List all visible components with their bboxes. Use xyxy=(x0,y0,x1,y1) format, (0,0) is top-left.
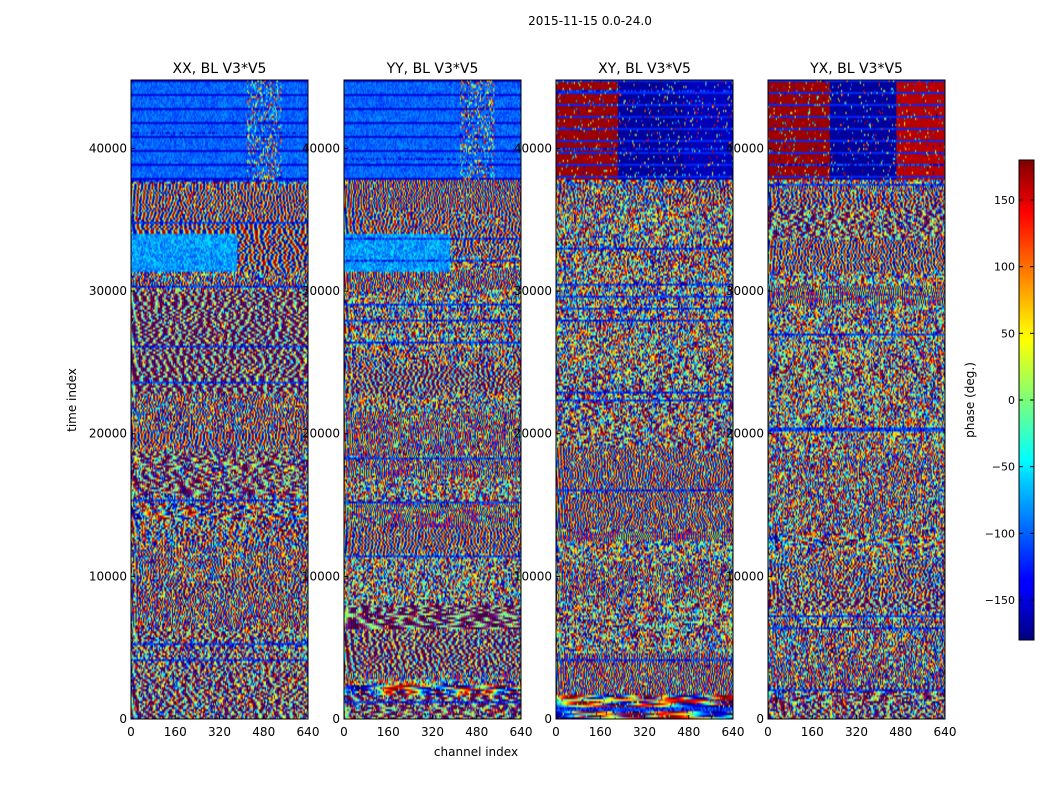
x-tick-label: 0 xyxy=(340,725,348,739)
x-tick-label: 480 xyxy=(889,725,912,739)
y-tick-label: 20000 xyxy=(89,427,127,441)
heatmap-panel-2: YY, BL V3*V5 0 160 320 480 640 0 10000 20000 3000… xyxy=(302,61,533,739)
y-tick-label: 40000 xyxy=(302,141,340,155)
colorbar: 150 100 50 0 −50 −100 −150 xyxy=(985,159,1035,641)
x-tick-label: 480 xyxy=(465,725,488,739)
y-tick-label: 20000 xyxy=(302,427,340,441)
panel-title: XY, BL V3*V5 xyxy=(598,61,691,77)
y-tick-label: 40000 xyxy=(726,141,764,155)
x-tick-label: 320 xyxy=(208,725,231,739)
colorbar-tick-label: −50 xyxy=(992,461,1015,474)
heatmap-image xyxy=(556,80,733,719)
x-tick-label: 480 xyxy=(677,725,700,739)
figure-suptitle: 2015-11-15 0.0-24.0 xyxy=(528,14,652,28)
x-tick-label: 640 xyxy=(934,725,957,739)
panels-group: XX, BL V3*V5 0 160 320 480 640 0 10000 20000 3000… xyxy=(89,61,957,739)
panel-title: YY, BL V3*V5 xyxy=(386,61,479,77)
x-tick-label: 320 xyxy=(633,725,656,739)
x-tick-label: 160 xyxy=(164,725,187,739)
x-tick-label: 0 xyxy=(127,725,135,739)
y-axis-label: time index xyxy=(65,368,79,432)
y-tick-label: 30000 xyxy=(514,284,552,298)
heatmap-image xyxy=(344,80,521,719)
y-tick-label: 10000 xyxy=(726,569,764,583)
y-tick-label: 10000 xyxy=(302,569,340,583)
x-tick-label: 640 xyxy=(722,725,745,739)
colorbar-tick-label: −100 xyxy=(985,527,1015,540)
colorbar-tick-label: 100 xyxy=(994,261,1015,274)
x-tick-label: 160 xyxy=(801,725,824,739)
y-tick-label: 20000 xyxy=(514,427,552,441)
panel-title: YX, BL V3*V5 xyxy=(809,61,903,77)
y-tick-label: 40000 xyxy=(89,141,127,155)
x-tick-label: 0 xyxy=(552,725,560,739)
y-tick-label: 20000 xyxy=(726,427,764,441)
colorbar-tick-label: 0 xyxy=(1008,394,1015,407)
y-tick-label: 30000 xyxy=(89,284,127,298)
y-tick-label: 0 xyxy=(119,712,127,726)
x-tick-label: 160 xyxy=(377,725,400,739)
heatmap-panel-1: XX, BL V3*V5 0 160 320 480 640 0 10000 20000 3000… xyxy=(89,61,320,739)
x-tick-label: 480 xyxy=(252,725,275,739)
y-tick-label: 0 xyxy=(544,712,552,726)
x-tick-label: 0 xyxy=(764,725,772,739)
y-tick-label: 10000 xyxy=(89,569,127,583)
y-tick-label: 40000 xyxy=(514,141,552,155)
y-tick-label: 0 xyxy=(756,712,764,726)
x-tick-label: 160 xyxy=(589,725,612,739)
colorbar-tick-label: 50 xyxy=(1001,327,1015,340)
y-tick-label: 30000 xyxy=(302,284,340,298)
x-tick-label: 640 xyxy=(510,725,533,739)
heatmap-image xyxy=(768,80,945,719)
y-tick-label: 30000 xyxy=(726,284,764,298)
panel-title: XX, BL V3*V5 xyxy=(173,61,267,77)
x-tick-label: 640 xyxy=(297,725,320,739)
colorbar-label: phase (deg.) xyxy=(963,362,977,438)
y-tick-label: 0 xyxy=(332,712,340,726)
heatmap-panel-4: YX, BL V3*V5 0 160 320 480 640 0 10000 20000 3000… xyxy=(726,61,957,739)
heatmap-image xyxy=(131,80,308,719)
x-axis-label: channel index xyxy=(434,745,518,759)
x-tick-label: 320 xyxy=(845,725,868,739)
colorbar-tick-label: −150 xyxy=(985,594,1015,607)
x-tick-label: 320 xyxy=(421,725,444,739)
colorbar-tick-label: 150 xyxy=(994,194,1015,207)
heatmap-panel-3: XY, BL V3*V5 0 160 320 480 640 0 10000 20000 3000… xyxy=(514,61,745,739)
y-tick-label: 10000 xyxy=(514,569,552,583)
